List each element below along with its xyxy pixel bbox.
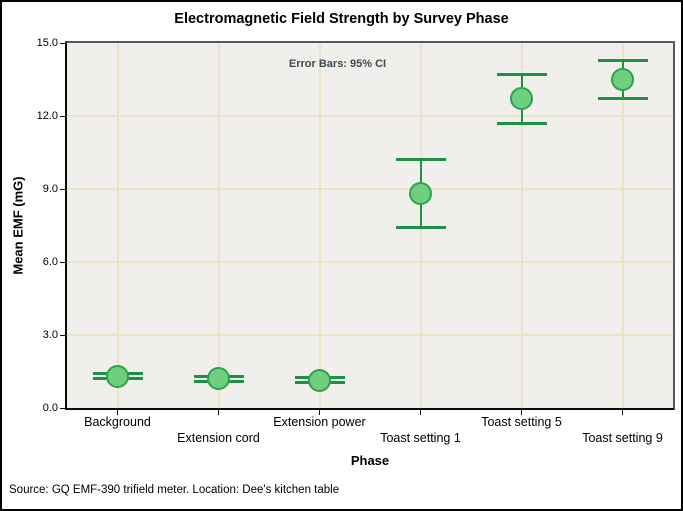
gridline-vertical — [318, 43, 321, 408]
plot-area: Error Bars: 95% CI — [65, 41, 675, 410]
error-bars-annotation: Error Bars: 95% CI — [288, 58, 387, 70]
source-footnote: Source: GQ EMF-390 trifield meter. Locat… — [9, 484, 340, 496]
mean-marker — [207, 367, 230, 391]
gridline-horizontal — [67, 334, 673, 336]
y-tick-mark — [60, 189, 65, 190]
gridline-vertical — [116, 43, 119, 408]
mean-marker — [611, 68, 634, 91]
gridline-horizontal — [67, 115, 673, 117]
error-bar-cap-top — [597, 58, 648, 62]
y-tick-label: 9.0 — [42, 183, 58, 195]
error-bar-cap-top — [395, 158, 446, 162]
x-axis-title: Phase — [350, 453, 390, 468]
y-tick-label: 0.0 — [42, 402, 58, 414]
y-tick-label: 6.0 — [42, 256, 58, 268]
y-tick-mark — [60, 335, 65, 336]
x-tick-mark — [319, 410, 320, 415]
error-bar-cap-bottom — [496, 121, 547, 125]
x-tick-mark — [117, 410, 118, 415]
gridline-vertical — [520, 43, 523, 408]
y-tick-label: 15.0 — [36, 37, 58, 49]
gridline-horizontal — [67, 261, 673, 263]
mean-marker — [308, 368, 331, 392]
y-tick-mark — [60, 43, 65, 44]
gridline-vertical — [621, 43, 624, 408]
error-bar-cap-bottom — [597, 97, 648, 101]
y-tick-mark — [60, 262, 65, 263]
mean-marker — [409, 182, 432, 206]
x-tick-mark — [622, 410, 623, 415]
x-category-label: Background — [84, 415, 151, 429]
x-tick-mark — [521, 410, 522, 415]
y-tick-label: 3.0 — [42, 329, 58, 341]
error-bar-cap-top — [496, 73, 547, 77]
x-category-label: Toast setting 5 — [481, 415, 562, 429]
x-category-label: Extension cord — [177, 431, 260, 445]
x-category-label: Toast setting 1 — [380, 431, 461, 445]
x-category-label: Extension power — [273, 415, 366, 429]
y-tick-mark — [60, 116, 65, 117]
x-category-label: Toast setting 9 — [582, 431, 663, 445]
x-tick-mark — [420, 410, 421, 415]
y-tick-label: 12.0 — [36, 110, 58, 122]
chart-title: Electromagnetic Field Strength by Survey… — [174, 11, 509, 27]
y-axis-title: Mean EMF (mG) — [10, 176, 26, 275]
error-bar-cap-bottom — [395, 226, 446, 230]
x-tick-mark — [218, 410, 219, 415]
gridline-vertical — [217, 43, 220, 408]
mean-marker — [106, 364, 129, 388]
mean-marker — [510, 87, 533, 111]
y-tick-mark — [60, 408, 65, 409]
gridline-horizontal — [67, 188, 673, 190]
